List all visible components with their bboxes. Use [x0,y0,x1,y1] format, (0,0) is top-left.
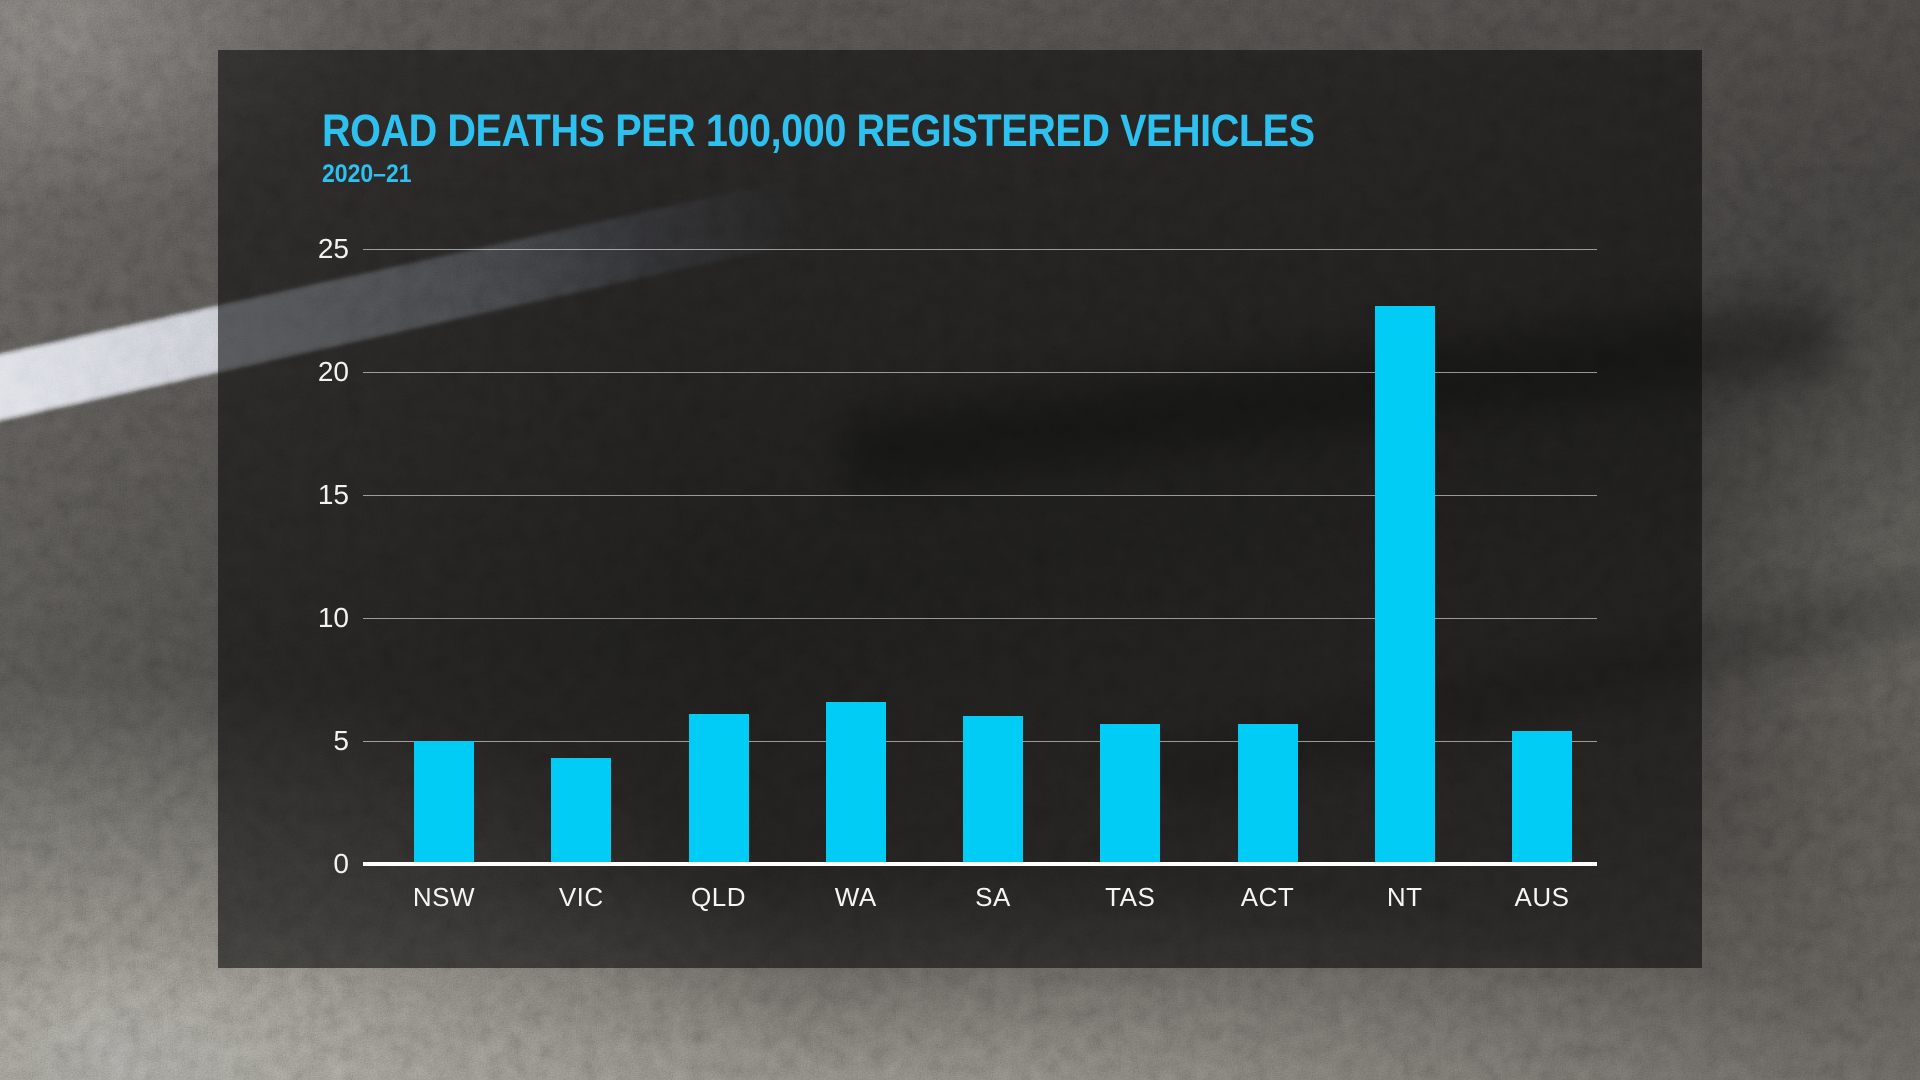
x-axis-line [363,862,1597,866]
bar-tas [1100,723,1161,864]
x-label-qld: QLD [691,882,746,912]
y-tick-label-5: 5 [333,725,349,756]
bar-vic [551,758,612,864]
y-tick-label-25: 25 [317,233,349,264]
x-label-tas: TAS [1105,882,1156,912]
bar-wa [825,701,886,864]
chart-panel: ROAD DEATHS PER 100,000 REGISTERED VEHIC… [218,50,1702,968]
chart-title: ROAD DEATHS PER 100,000 REGISTERED VEHIC… [322,105,1315,156]
bar-chart-plot: 0 5 10 15 20 25 NSW VIC QLD WA SA TAS ACT NT AUS [318,235,1597,912]
bar-qld [688,713,749,864]
x-label-nt: NT [1386,882,1423,912]
x-label-vic: VIC [558,882,604,912]
y-tick-label-0: 0 [333,848,349,879]
x-label-sa: SA [975,882,1011,912]
bar-sa [963,716,1023,864]
y-tick-label-20: 20 [317,356,349,387]
x-label-act: ACT [1240,882,1295,912]
x-label-nsw: NSW [412,882,476,912]
y-tick-label-15: 15 [317,479,349,510]
bar-act [1237,723,1298,864]
bar-nsw [414,741,474,864]
gridline-25 [363,248,1597,250]
bar-aus [1512,731,1572,864]
chart-subtitle: 2020–21 [322,160,412,188]
x-label-aus: AUS [1514,882,1570,912]
y-tick-label-10: 10 [317,602,349,633]
x-label-wa: WA [834,882,877,912]
bar-nt [1374,305,1435,864]
